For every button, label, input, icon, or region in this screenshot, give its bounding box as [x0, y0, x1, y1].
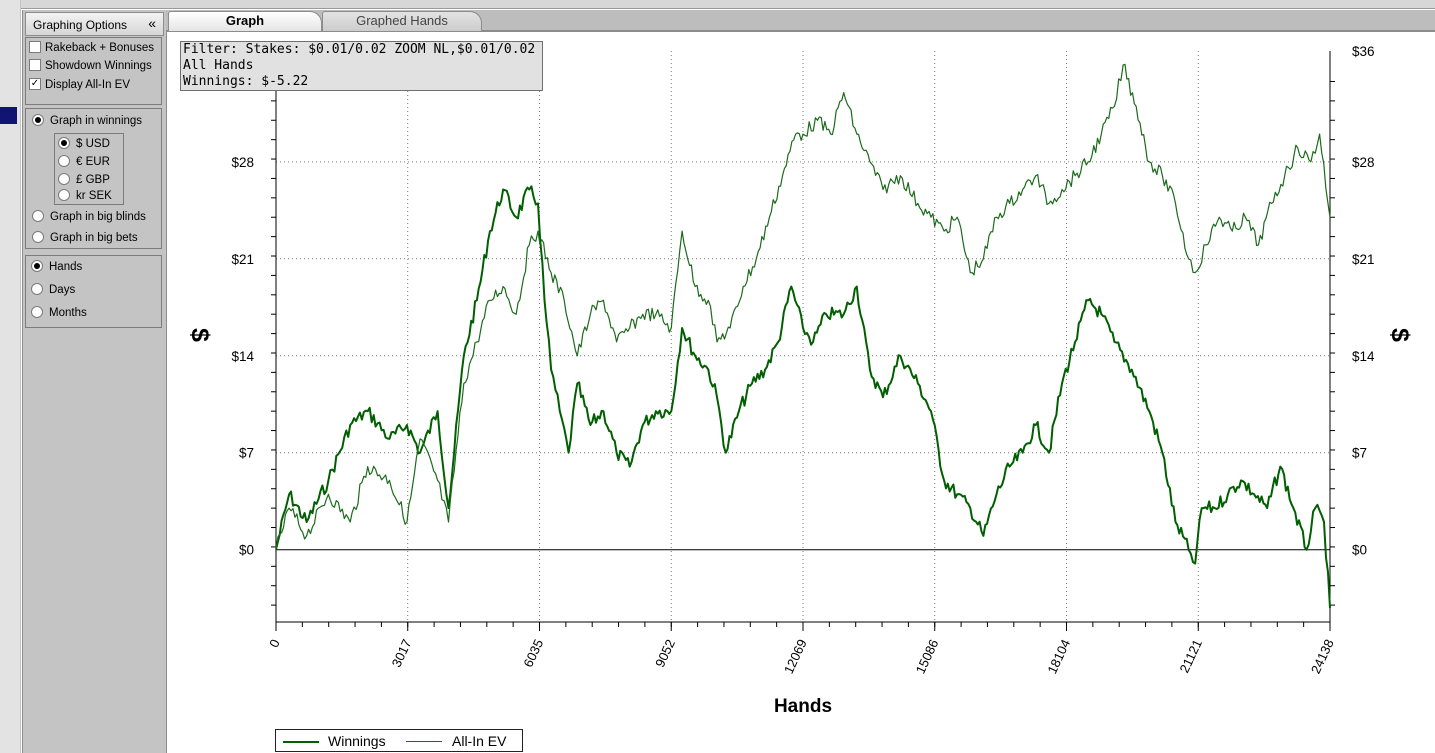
y-tick-label-right: $36 [1352, 44, 1375, 59]
legend-winnings-label: Winnings [328, 733, 386, 749]
radio-icon[interactable] [58, 173, 70, 185]
filter-winnings-text: Winnings: $-5.22 [183, 74, 309, 89]
legend-allin-ev-label: All-In EV [452, 733, 507, 749]
filter-info-box: Filter: Stakes: $0.01/0.02 ZOOM NL,$0.01… [180, 41, 543, 91]
radio-icon[interactable] [58, 189, 70, 201]
graph-in-big-bets-radio[interactable]: Graph in big bets [32, 231, 138, 244]
currency-group: $ USD € EUR £ GBP kr SEK [54, 133, 124, 205]
graph-in-winnings-radio[interactable]: Graph in winnings [32, 114, 142, 127]
panel-header: Graphing Options « [25, 12, 164, 36]
tab-bar [166, 10, 1435, 30]
y-tick-label-right: $7 [1352, 446, 1367, 461]
selection-marker [0, 107, 17, 124]
tab-underline [166, 30, 1435, 32]
chart-legend: Winnings All-In EV [275, 729, 523, 752]
graphing-options-panel: Graphing Options « Rakeback + Bonuses Sh… [22, 10, 167, 753]
chart-background [167, 33, 1435, 753]
panel-title: Graphing Options [33, 18, 128, 32]
left-strip [0, 0, 21, 753]
graph-in-big-blinds-radio[interactable]: Graph in big blinds [32, 210, 146, 223]
radio-icon[interactable] [31, 283, 43, 295]
display-allin-ev-checkbox[interactable]: ✓ Display All-In EV [29, 78, 131, 92]
x-unit-months-radio[interactable]: Months [31, 306, 87, 319]
x-unit-days-radio[interactable]: Days [31, 283, 75, 296]
radio-selected-icon[interactable] [32, 114, 44, 126]
radio-icon[interactable] [32, 210, 44, 222]
currency-usd-radio[interactable]: $ USD [58, 137, 110, 150]
x-unit-hands-radio[interactable]: Hands [31, 260, 82, 273]
currency-gbp-radio[interactable]: £ GBP [58, 173, 110, 186]
radio-icon[interactable] [58, 155, 70, 167]
currency-sek-radio[interactable]: kr SEK [58, 189, 112, 202]
y-tick-label-left: $28 [231, 155, 254, 170]
currency-eur-radio[interactable]: € EUR [58, 155, 110, 168]
series-allin-ev-line [275, 63, 1331, 550]
showdown-winnings-checkbox[interactable]: Showdown Winnings [29, 59, 152, 72]
radio-selected-icon[interactable] [58, 137, 70, 149]
checkmark-icon[interactable]: ✓ [29, 78, 41, 90]
winnings-chart: $0$0$7$7$14$14$21$21$28$28$36$3603017603… [167, 33, 1435, 753]
y-tick-label-left: $14 [231, 349, 254, 364]
display-options-group: Rakeback + Bonuses Showdown Winnings ✓ Di… [25, 37, 162, 105]
series-winnings-line [275, 185, 1331, 608]
x-axis-title: Hands [774, 696, 832, 717]
x-unit-group: Hands Days Months [25, 255, 162, 328]
graph-units-group: Graph in winnings $ USD € EUR £ GBP kr S… [25, 108, 162, 249]
radio-selected-icon[interactable] [31, 260, 43, 272]
filter-stakes-text: Filter: Stakes: $0.01/0.02 ZOOM NL,$0.01… [183, 42, 543, 57]
checkbox-icon[interactable] [29, 59, 41, 71]
y-tick-label-left: $7 [239, 446, 254, 461]
y-tick-label-right: $21 [1352, 252, 1375, 267]
y-tick-label-left: $21 [231, 252, 254, 267]
y-tick-label-right: $0 [1352, 543, 1367, 558]
radio-icon[interactable] [31, 306, 43, 318]
legend-allin-ev-swatch [406, 741, 442, 742]
filter-hands-text: All Hands [183, 58, 254, 73]
y-tick-label-left: $0 [239, 543, 254, 558]
top-strip [0, 0, 1435, 9]
collapse-icon[interactable]: « [148, 15, 156, 31]
tab-graphed-hands[interactable]: Graphed Hands [322, 11, 482, 31]
y-tick-label-right: $28 [1352, 155, 1375, 170]
y-tick-label-right: $14 [1352, 349, 1375, 364]
tab-graph[interactable]: Graph [168, 11, 322, 31]
y-axis-title-right: $ [1386, 328, 1414, 342]
radio-icon[interactable] [32, 231, 44, 243]
rakeback-checkbox[interactable]: Rakeback + Bonuses [29, 41, 154, 54]
legend-winnings-swatch [283, 741, 319, 743]
checkbox-icon[interactable] [29, 41, 41, 53]
y-axis-title-left: $ [186, 328, 214, 342]
